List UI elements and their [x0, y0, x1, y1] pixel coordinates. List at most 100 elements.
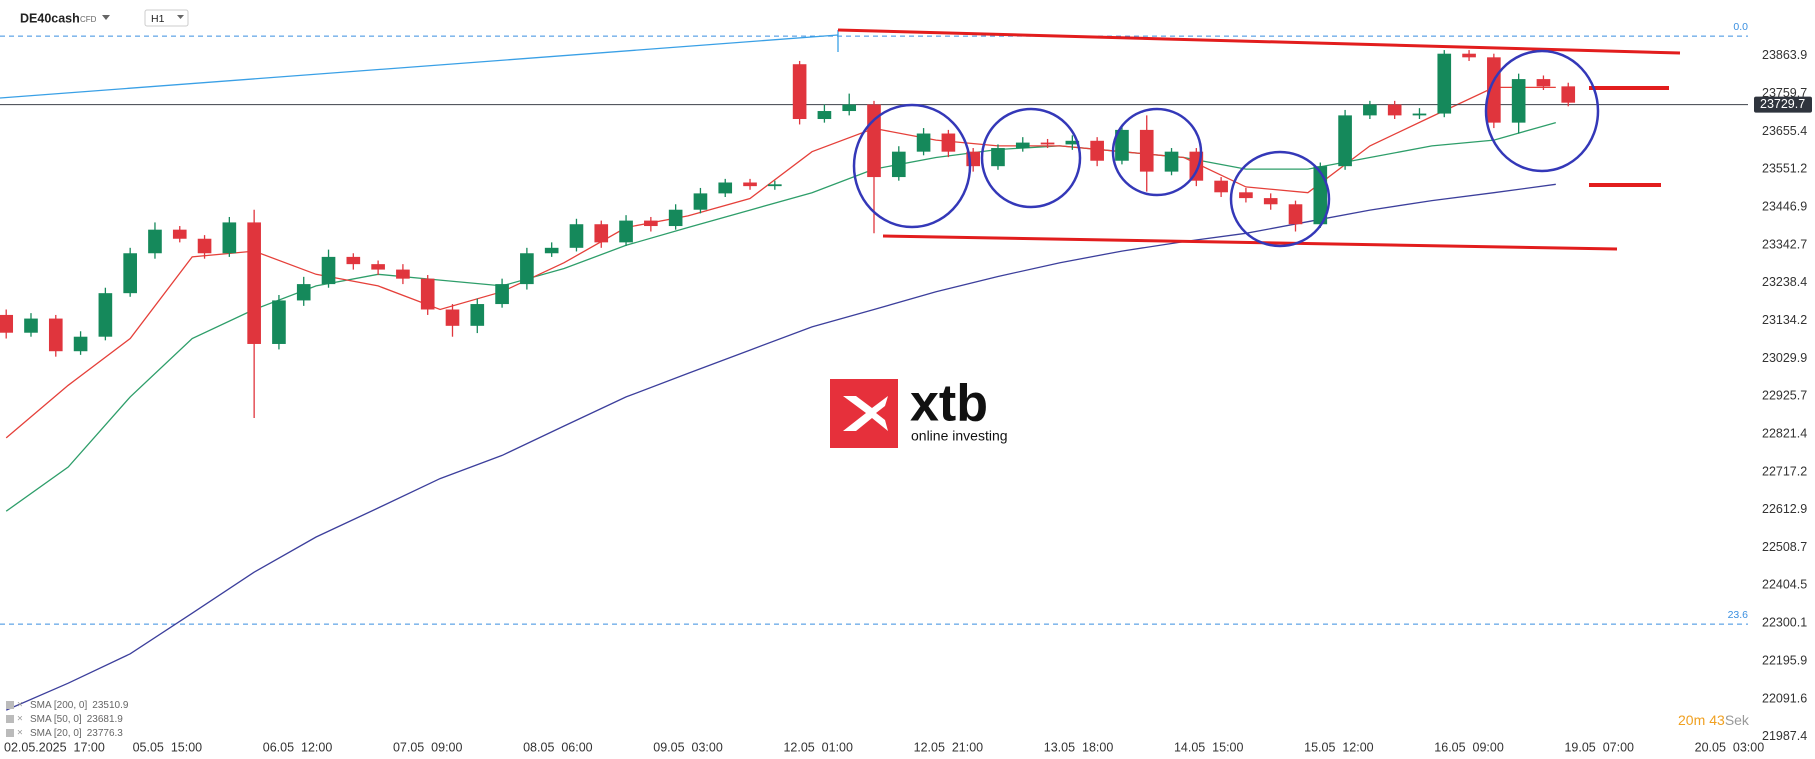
y-tick-label: 22717.2 [1762, 464, 1807, 478]
candle-body [1536, 79, 1551, 87]
channel-line [882, 234, 1618, 251]
circle-marker [980, 107, 1082, 209]
circle-marker [852, 103, 972, 229]
dropdown-arrow[interactable] [177, 15, 184, 19]
candle-body [247, 222, 261, 344]
legend-name: SMA [50, 0] [30, 714, 82, 725]
y-tick-label: 23759.7 [1762, 86, 1807, 100]
y-tick-label: 23134.2 [1762, 313, 1807, 327]
y-tick-label: 22091.6 [1762, 691, 1807, 705]
logo-name: xtb [910, 375, 988, 433]
legend-icon [6, 729, 14, 737]
candle-body [98, 293, 113, 337]
trend-line [0, 34, 839, 99]
candle-body [197, 238, 212, 254]
candle-body [0, 314, 14, 333]
marks-layer [0, 50, 1576, 418]
legend-value: 23776.3 [87, 728, 124, 739]
candle-body [1263, 198, 1278, 205]
candle-body [1015, 142, 1030, 149]
candle-body [1288, 204, 1303, 225]
candle-body [371, 264, 385, 270]
candle-body [24, 318, 38, 333]
symbol-tag: CFD [80, 15, 97, 24]
y-tick-label: 22404.5 [1762, 578, 1807, 592]
x-tick-label: 06.05 12:00 [263, 740, 333, 754]
candle-body [1115, 129, 1129, 161]
candle-body [520, 253, 534, 285]
candle-body [1139, 129, 1154, 172]
sma-line [5, 86, 1556, 439]
dropdown-arrow[interactable] [102, 15, 110, 20]
channel-line [837, 28, 1681, 55]
logo-box [830, 379, 898, 448]
candle-body [817, 111, 832, 120]
timer-seconds: 43 [1709, 712, 1725, 728]
fib-label: 0.0 [1733, 21, 1748, 33]
x-tick-label: 12.05 01:00 [783, 740, 853, 754]
y-tick-label: 23655.4 [1762, 124, 1807, 138]
fib-label: 23.6 [1728, 609, 1749, 621]
y-tick-label: 22925.7 [1762, 389, 1807, 403]
candle-body [346, 256, 361, 265]
candle-body [495, 284, 509, 305]
timer-unit: Sek [1725, 712, 1750, 728]
legend-value: 23510.9 [92, 700, 129, 711]
candle-body [594, 224, 609, 243]
sma-line [5, 183, 1556, 711]
y-tick-label: 22821.4 [1762, 426, 1807, 440]
x-tick-label: 13.05 18:00 [1044, 740, 1114, 754]
y-tick-label: 22195.9 [1762, 653, 1807, 667]
candle-body [1040, 142, 1055, 145]
y-tick-label: 21987.4 [1762, 729, 1807, 743]
x-tick-label: 15.05 12:00 [1304, 740, 1374, 754]
timer-minutes: 20m [1678, 712, 1705, 728]
circle-marker [1484, 49, 1600, 173]
candle-body [842, 104, 857, 112]
last-price-box [1754, 96, 1812, 113]
candle-body [420, 278, 435, 310]
candle-body [619, 220, 633, 243]
y-tick-label: 23551.2 [1762, 162, 1807, 176]
candle-body [123, 253, 137, 294]
candle-body [718, 182, 733, 194]
candle-body [1412, 113, 1427, 116]
candle-body [1090, 140, 1104, 161]
legend-entry: SMA [20, 0] 23776.3 [30, 728, 123, 739]
candle-body [792, 64, 807, 120]
candle-body [1065, 140, 1080, 145]
x-tick-label: 07.05 09:00 [393, 740, 463, 754]
candle-body [48, 318, 63, 352]
candle-body [445, 309, 460, 326]
legend-close-icon: × [17, 728, 23, 739]
candle-body [1363, 104, 1377, 116]
candle-body [321, 256, 336, 285]
candle-body [693, 193, 708, 210]
y-tick-label: 23238.4 [1762, 275, 1807, 289]
x-tick-label: 09.05 03:00 [653, 740, 723, 754]
symbol[interactable]: DE40cash [20, 11, 80, 25]
logo: xtb online investing [830, 375, 1008, 448]
timer: 20m 43Sek [1678, 712, 1750, 728]
timeframe-box[interactable] [144, 9, 189, 27]
x-tick-label: 16.05 09:00 [1434, 740, 1504, 754]
y-tick-label: 22300.1 [1762, 616, 1807, 630]
candle-body [668, 209, 683, 227]
logo-tagline: online investing [911, 428, 1008, 444]
candle-body [1561, 86, 1576, 103]
annotations [0, 28, 1681, 251]
last-price-label: 23729.7 [1760, 97, 1805, 111]
candle-body [1313, 166, 1328, 225]
legend-close-icon: × [17, 700, 23, 711]
y-tick-label: 23863.9 [1762, 48, 1807, 62]
circle-marker [1229, 150, 1331, 248]
candle-body [148, 229, 162, 254]
legend-icon [6, 715, 14, 723]
x-tick-label: 05.05 15:00 [133, 740, 203, 754]
legend-name: SMA [20, 0] [30, 728, 82, 739]
y-tick-label: 22508.7 [1762, 540, 1807, 554]
circle-marker [1111, 107, 1203, 197]
candle-body [544, 247, 559, 254]
